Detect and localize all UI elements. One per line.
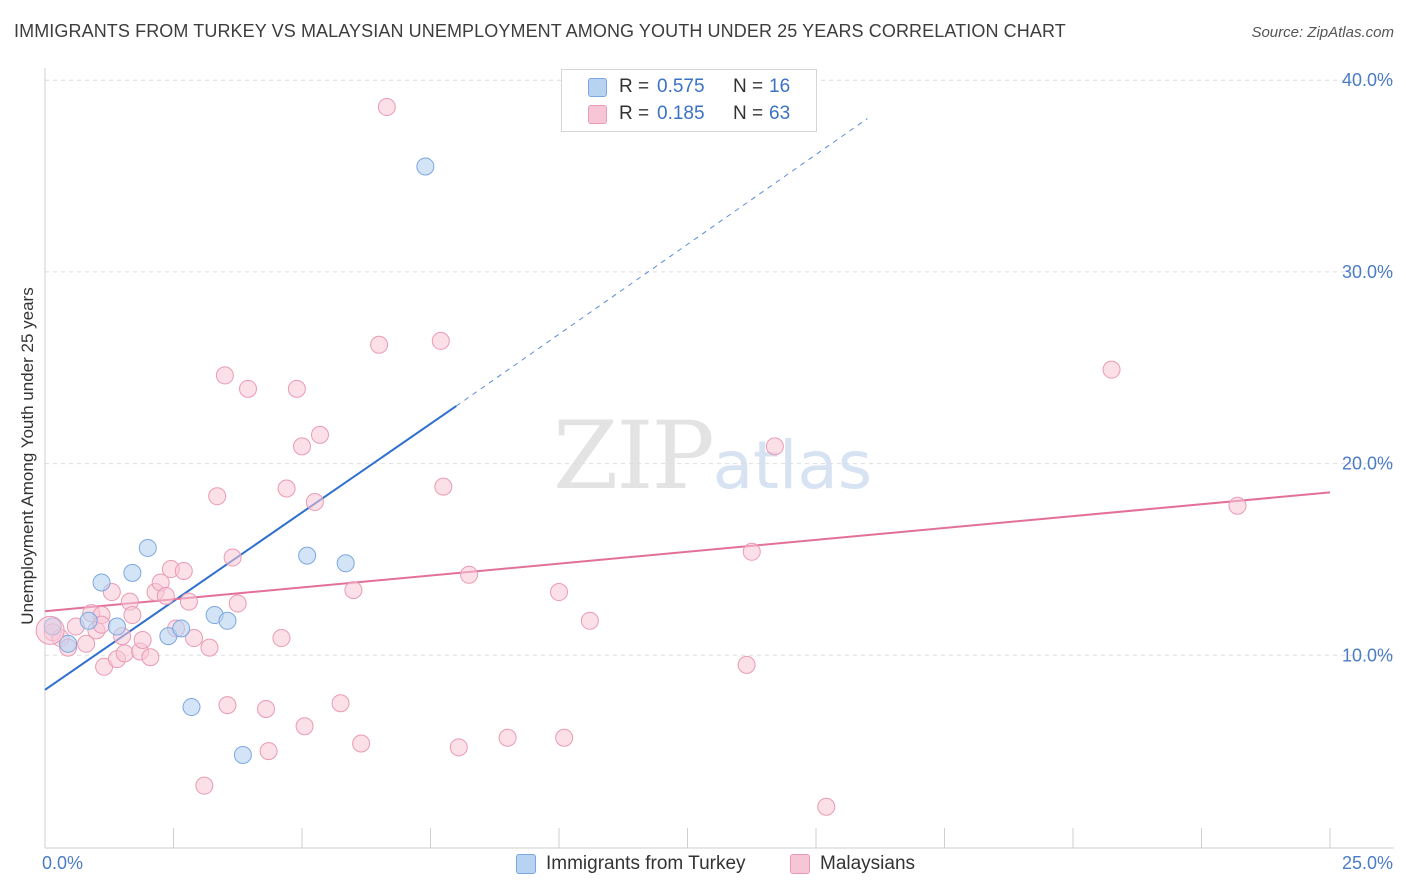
legend-label: Immigrants from Turkey xyxy=(546,853,746,874)
malaysians-point xyxy=(215,366,234,385)
malaysians-point xyxy=(580,611,599,630)
malaysians-swatch xyxy=(790,854,810,874)
chart-title: IMMIGRANTS FROM TURKEY VS MALAYSIAN UNEM… xyxy=(14,21,1066,41)
watermark: ZIPatlas xyxy=(553,402,872,511)
y-tick-label: 30.0% xyxy=(1342,262,1393,282)
malaysians-point xyxy=(460,565,479,584)
n-value: 63 xyxy=(769,103,791,124)
legend-row-malaysians: R = 0.185 N = 63 xyxy=(588,103,790,125)
turkey-point xyxy=(59,634,78,653)
r-label: R = xyxy=(619,76,650,97)
malaysians-swatch xyxy=(588,104,607,124)
turkey-swatch xyxy=(516,854,536,874)
malaysians-point xyxy=(1102,360,1121,379)
tick-labels: 10.0% 20.0% 30.0% 40.0% 0.0% 25.0% xyxy=(42,70,1393,873)
malaysians-point xyxy=(377,98,396,117)
turkey-point xyxy=(233,745,252,764)
correlation-legend: R = 0.575 N = 16 R = 0.185 N = 63 xyxy=(561,69,817,132)
malaysians-point xyxy=(1228,496,1247,515)
malaysians-point xyxy=(817,797,836,816)
turkey-point xyxy=(416,157,435,176)
malaysians-point xyxy=(277,479,296,498)
y-tick-label: 20.0% xyxy=(1342,454,1393,474)
malaysians-trend-line xyxy=(44,491,1331,613)
malaysians-point xyxy=(133,630,152,649)
turkey-point xyxy=(107,617,126,636)
r-value: 0.185 xyxy=(657,103,705,124)
malaysians-point xyxy=(310,425,329,444)
malaysians-point xyxy=(141,648,160,667)
watermark-atlas: atlas xyxy=(712,427,873,504)
malaysians-point xyxy=(550,583,568,602)
malaysians-point xyxy=(35,615,65,645)
malaysians-point xyxy=(293,437,311,456)
turkey-trend-line xyxy=(44,405,457,691)
data-points xyxy=(35,98,1247,816)
malaysians-point xyxy=(737,655,756,674)
malaysians-point xyxy=(742,542,761,561)
malaysians-point xyxy=(228,594,247,613)
malaysians-point xyxy=(331,694,350,713)
r-value: 0.575 xyxy=(657,76,705,97)
axes xyxy=(44,68,1394,849)
turkey-trend-extension xyxy=(455,118,868,407)
trend-lines xyxy=(44,118,1331,691)
malaysians-point xyxy=(257,699,276,718)
malaysians-point xyxy=(223,548,242,567)
n-label: N = xyxy=(733,103,764,124)
malaysians-point xyxy=(555,728,574,747)
y-tick-label: 40.0% xyxy=(1342,70,1393,90)
legend-item-malaysians: Malaysians xyxy=(790,851,915,877)
malaysians-point xyxy=(179,592,198,611)
malaysians-point xyxy=(200,638,219,657)
n-value: 16 xyxy=(769,76,791,97)
turkey-point xyxy=(172,619,191,638)
malaysians-point xyxy=(272,629,291,648)
malaysians-point xyxy=(344,581,363,600)
malaysians-point xyxy=(434,477,453,496)
malaysians-point xyxy=(77,634,96,653)
turkey-point xyxy=(218,611,237,630)
r-label: R = xyxy=(619,103,650,124)
malaysians-point xyxy=(765,437,784,456)
legend-row-turkey: R = 0.575 N = 16 xyxy=(588,76,790,98)
malaysians-point xyxy=(305,492,324,511)
malaysians-point xyxy=(208,487,227,506)
malaysians-point xyxy=(295,717,314,736)
malaysians-point xyxy=(156,586,175,605)
malaysians-point xyxy=(498,728,517,747)
turkey-point xyxy=(336,554,355,573)
legend-label: Malaysians xyxy=(820,853,916,874)
malaysians-point xyxy=(370,335,389,354)
turkey-point xyxy=(92,573,111,592)
turkey-point xyxy=(182,698,201,717)
malaysians-point xyxy=(195,776,214,795)
malaysians-point xyxy=(449,738,468,757)
malaysians-point xyxy=(185,629,204,648)
malaysians-point xyxy=(239,379,258,398)
gridlines xyxy=(45,79,1394,656)
malaysians-point xyxy=(259,742,278,761)
y-tick-label: 10.0% xyxy=(1342,645,1393,665)
malaysians-point xyxy=(123,606,142,625)
source-label: Source: ZipAtlas.com xyxy=(1251,24,1394,41)
turkey-point xyxy=(298,546,317,565)
turkey-swatch xyxy=(588,77,607,97)
malaysians-point xyxy=(352,734,371,753)
malaysians-point xyxy=(287,379,306,398)
turkey-point xyxy=(138,538,157,557)
watermark-zip: ZIP xyxy=(553,402,715,511)
n-label: N = xyxy=(733,76,764,97)
malaysians-point xyxy=(431,331,450,350)
malaysians-point xyxy=(174,561,193,580)
turkey-point xyxy=(79,611,98,630)
x-tick-label: 25.0% xyxy=(1342,853,1393,873)
malaysians-point xyxy=(218,696,237,715)
legend-item-turkey: Immigrants from Turkey xyxy=(516,851,746,877)
x-tick-label: 0.0% xyxy=(42,853,83,873)
turkey-point xyxy=(123,563,142,582)
malaysians-point xyxy=(115,644,134,663)
